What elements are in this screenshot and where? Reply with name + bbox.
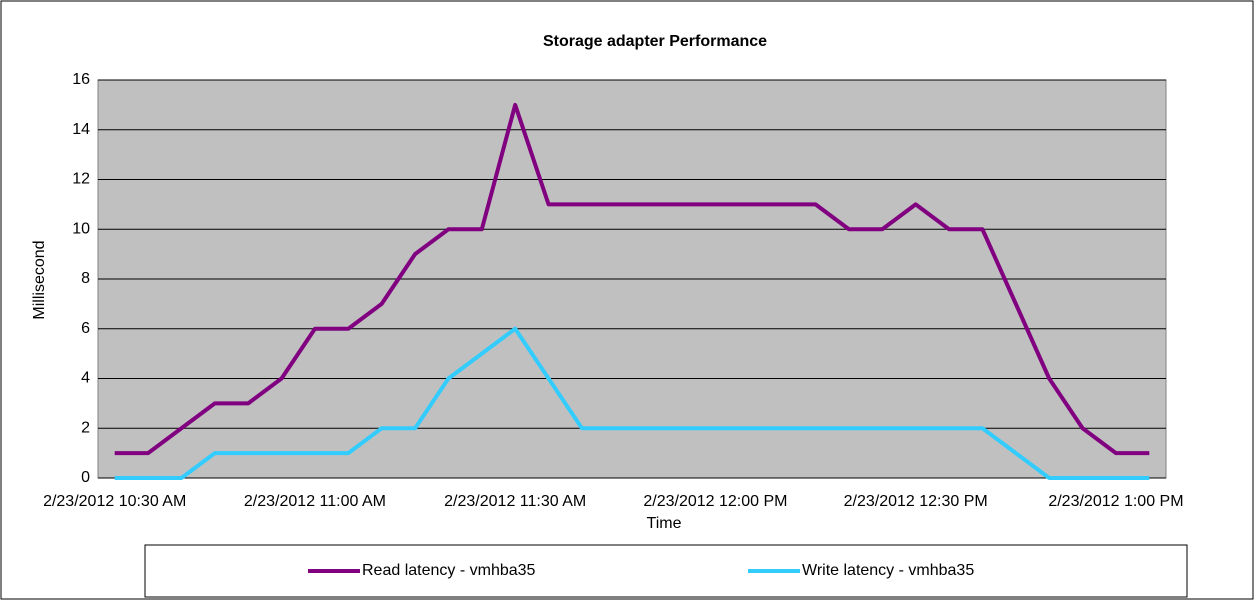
y-axis-label: Millisecond <box>31 240 48 319</box>
chart-title: Storage adapter Performance <box>543 33 767 50</box>
x-tick-label: 2/23/2012 11:30 AM <box>444 493 586 510</box>
x-axis-label: Time <box>647 515 682 532</box>
x-tick-label: 2/23/2012 11:00 AM <box>244 493 386 510</box>
y-tick-label: 6 <box>81 320 90 337</box>
y-tick-label: 10 <box>72 220 90 237</box>
y-tick-label: 8 <box>81 270 90 287</box>
x-tick-label: 2/23/2012 10:30 AM <box>43 493 186 510</box>
y-tick-label: 16 <box>72 71 90 88</box>
legend <box>144 544 1188 598</box>
line-series <box>114 102 1150 456</box>
y-tick-label: 4 <box>81 370 90 387</box>
legend-label: Read latency - vmhba35 <box>362 562 536 579</box>
y-tick-label: 2 <box>81 419 90 436</box>
y-tick-label: 14 <box>72 121 90 138</box>
x-tick-label: 2/23/2012 12:30 PM <box>844 493 988 510</box>
x-tick-label: 2/23/2012 1:00 PM <box>1048 493 1183 510</box>
line-series <box>114 326 1150 480</box>
x-tick-label: 2/23/2012 12:00 PM <box>643 493 787 510</box>
y-tick-label: 0 <box>81 469 90 486</box>
y-tick-label: 12 <box>72 171 90 188</box>
legend-label: Write latency - vmhba35 <box>802 562 974 579</box>
